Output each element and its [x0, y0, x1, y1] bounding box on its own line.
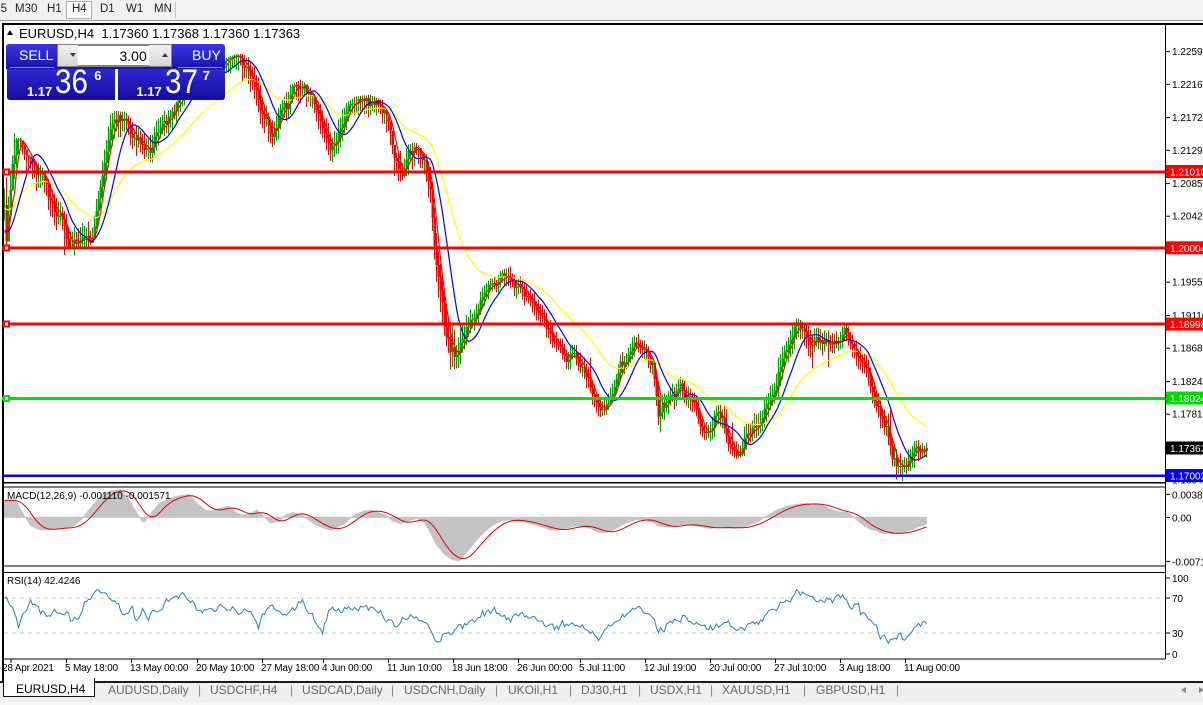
svg-text:20 Jul 00:00: 20 Jul 00:00	[709, 663, 762, 674]
svg-text:12 Jul 19:00: 12 Jul 19:00	[644, 663, 697, 674]
svg-text:0: 0	[1172, 650, 1178, 661]
svg-text:27 May 18:00: 27 May 18:00	[261, 663, 320, 674]
svg-text:1.18024: 1.18024	[1170, 394, 1203, 405]
svg-text:-0.00719: -0.00719	[1172, 557, 1203, 568]
svg-text:1.21290: 1.21290	[1172, 146, 1203, 157]
svg-text:5 May 18:00: 5 May 18:00	[65, 663, 118, 674]
svg-text:1.20420: 1.20420	[1172, 212, 1203, 223]
svg-text:1.20850: 1.20850	[1172, 179, 1203, 190]
svg-text:1.18680: 1.18680	[1172, 344, 1203, 355]
svg-text:11 Jun 10:00: 11 Jun 10:00	[387, 663, 442, 674]
svg-text:26 Jun 00:00: 26 Jun 00:00	[517, 663, 573, 674]
svg-text:20 May 10:00: 20 May 10:00	[196, 663, 255, 674]
svg-text:RSI(14) 42.4246: RSI(14) 42.4246	[7, 576, 81, 587]
svg-text:3 Aug 18:00: 3 Aug 18:00	[839, 663, 891, 674]
svg-text:70: 70	[1172, 594, 1184, 605]
svg-text:27 Jul 10:00: 27 Jul 10:00	[774, 663, 827, 674]
svg-text:1.20004: 1.20004	[1170, 244, 1203, 255]
svg-text:30: 30	[1172, 629, 1184, 640]
svg-text:4 Jun 00:00: 4 Jun 00:00	[322, 663, 373, 674]
svg-text:28 Apr 2021: 28 Apr 2021	[2, 663, 54, 674]
svg-text:1.22160: 1.22160	[1172, 80, 1203, 91]
svg-text:1.19110: 1.19110	[1172, 311, 1203, 322]
svg-text:1.21720: 1.21720	[1172, 113, 1203, 124]
svg-text:5 Jul 11:00: 5 Jul 11:00	[579, 663, 626, 674]
svg-text:1.22590: 1.22590	[1172, 47, 1203, 58]
svg-text:13 May 00:00: 13 May 00:00	[130, 663, 189, 674]
svg-text:11 Aug 00:00: 11 Aug 00:00	[904, 663, 960, 674]
svg-text:18 Jun 18:00: 18 Jun 18:00	[452, 663, 508, 674]
svg-text:100: 100	[1172, 574, 1189, 585]
svg-text:1.19550: 1.19550	[1172, 278, 1203, 289]
svg-text:0.00387: 0.00387	[1172, 490, 1203, 501]
svg-text:1.18240: 1.18240	[1172, 377, 1203, 388]
svg-text:1.17363: 1.17363	[1170, 444, 1203, 455]
svg-text:MACD(12,26,9) -0.001110 -0.001: MACD(12,26,9) -0.001110 -0.001571	[7, 491, 171, 502]
svg-text:1.21010: 1.21010	[1170, 168, 1203, 179]
svg-text:1.18998: 1.18998	[1170, 320, 1203, 331]
svg-text:0.00: 0.00	[1172, 513, 1192, 524]
svg-text:1.17002: 1.17002	[1170, 472, 1203, 483]
